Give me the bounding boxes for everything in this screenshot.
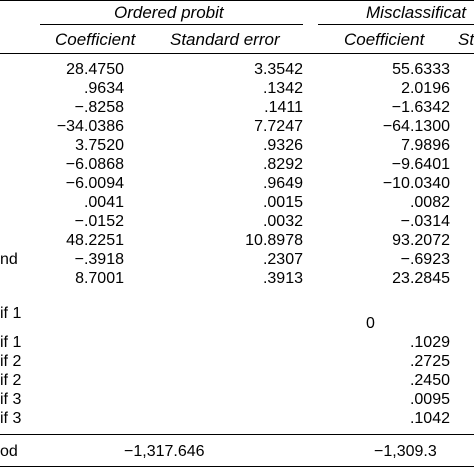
ordered-probit-coefficient: 28.4750 [66, 61, 124, 78]
misclassification-value: .2450 [409, 372, 450, 389]
ordered-probit-standard-error: .1342 [262, 80, 303, 97]
ordered-probit-coefficient: −34.0386 [56, 118, 124, 135]
misclassification-coefficient: −10.0340 [382, 175, 450, 192]
ordered-probit-coefficient: −6.0094 [65, 175, 124, 192]
misclassification-value: .0095 [409, 391, 450, 408]
bottom-rule [0, 466, 474, 467]
row-label: if 1 [0, 334, 22, 351]
header-rule [0, 53, 474, 54]
misclassification-value: .2725 [409, 353, 450, 370]
footer-label: od [0, 443, 18, 460]
top-rule [0, 0, 474, 1]
ordered-probit-standard-error: 7.7247 [254, 118, 303, 135]
row-label: if 2 [0, 353, 22, 370]
ordered-probit-coefficient: −.0152 [74, 213, 124, 230]
misclassification-value: .1042 [409, 410, 450, 427]
ordered-probit-standard-error: .2307 [262, 251, 303, 268]
ordered-probit-coefficient: −.8258 [74, 99, 124, 116]
row-label: if 1 [0, 305, 22, 322]
ordered-probit-standard-error: .8292 [262, 156, 303, 173]
ordered-probit-coefficient: 48.2251 [66, 232, 124, 249]
group-header-misclassification: Misclassificat [366, 3, 467, 22]
group-underline-1 [40, 24, 303, 25]
misclassification-value: 0 [366, 315, 375, 332]
ordered-probit-standard-error: 10.8978 [245, 232, 303, 249]
ordered-probit-coefficient: 8.7001 [75, 270, 124, 287]
row-label: nd [0, 251, 18, 268]
footer-rule [0, 434, 474, 435]
misclassification-coefficient: −9.6401 [391, 156, 450, 173]
misclassification-coefficient: 2.0196 [401, 80, 450, 97]
footer-log-likelihood-ordered-probit: −1,317.646 [124, 443, 205, 460]
ordered-probit-standard-error: .0015 [262, 194, 303, 211]
misclassification-coefficient: 7.9896 [401, 137, 450, 154]
group-header-ordered-probit: Ordered probit [114, 3, 224, 22]
misclassification-coefficient: 93.2072 [392, 232, 450, 249]
ordered-probit-standard-error: 3.3542 [254, 61, 303, 78]
ordered-probit-coefficient: .9634 [83, 80, 124, 97]
ordered-probit-coefficient: .0041 [83, 194, 124, 211]
ordered-probit-standard-error: .1411 [264, 99, 303, 116]
row-label: if 2 [0, 372, 22, 389]
group-underline-2 [318, 24, 474, 25]
ordered-probit-coefficient: −6.0868 [65, 156, 124, 173]
col-header-standard-error-2-partial: St [458, 30, 474, 49]
misclassification-value: .1029 [409, 334, 450, 351]
misclassification-coefficient: 55.6333 [392, 61, 450, 78]
col-header-standard-error-1: Standard error [170, 30, 280, 49]
misclassification-coefficient: .0082 [409, 194, 450, 211]
col-header-coefficient-1: Coefficient [55, 30, 136, 49]
misclassification-coefficient: −64.1300 [382, 118, 450, 135]
ordered-probit-standard-error: .9649 [262, 175, 303, 192]
ordered-probit-coefficient: 3.7520 [75, 137, 124, 154]
ordered-probit-standard-error: .0032 [262, 213, 303, 230]
ordered-probit-standard-error: .3913 [262, 270, 303, 287]
misclassification-coefficient: −1.6342 [391, 99, 450, 116]
ordered-probit-coefficient: −.3918 [74, 251, 124, 268]
row-label: if 3 [0, 391, 22, 408]
row-label: if 3 [0, 410, 22, 427]
misclassification-coefficient: −.0314 [400, 213, 450, 230]
footer-log-likelihood-misclassification: −1,309.3 [374, 443, 437, 460]
misclassification-coefficient: −.6923 [400, 251, 450, 268]
col-header-coefficient-2: Coefficient [344, 30, 425, 49]
misclassification-coefficient: 23.2845 [392, 270, 450, 287]
ordered-probit-standard-error: .9326 [262, 137, 303, 154]
